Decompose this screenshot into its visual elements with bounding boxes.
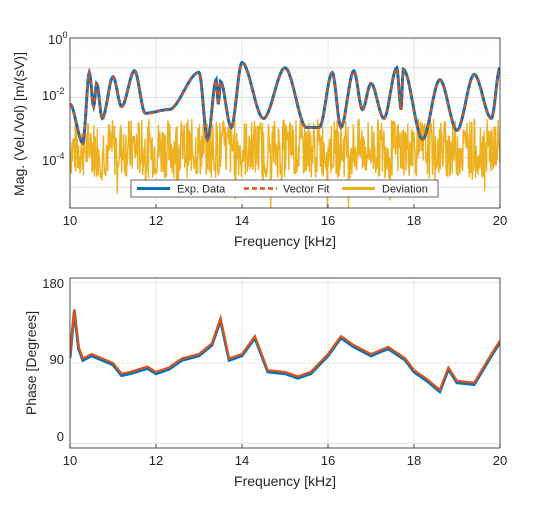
x-tick-label: 14: [235, 453, 249, 468]
x-tick-label: 18: [407, 453, 421, 468]
legend-label-vector-fit: Vector Fit: [283, 184, 329, 196]
legend: Exp. Data Vector Fit Deviation: [130, 179, 439, 198]
magnitude-axes-box: [69, 37, 501, 209]
legend-box: [130, 179, 439, 198]
y-tick-label: 0: [57, 429, 64, 444]
y-tick-label: 90: [50, 352, 64, 367]
phase-axes-box: [69, 277, 501, 449]
y-tick-label: 180: [42, 276, 64, 291]
x-tick-label: 12: [149, 213, 163, 228]
phase-x-axis-label: Frequency [kHz]: [234, 473, 336, 489]
y-tick-label: 100: [48, 30, 67, 47]
legend-label-exp-data: Exp. Data: [177, 184, 226, 196]
x-tick-label: 20: [493, 213, 507, 228]
y-tick-label: 10-4: [42, 151, 64, 168]
series-vector-fit-phase-line: [70, 309, 500, 392]
magnitude-x-axis-label: Frequency [kHz]: [234, 233, 336, 249]
phase-y-ticks: 0 90 180: [42, 276, 64, 444]
x-tick-label: 10: [63, 453, 77, 468]
x-tick-label: 14: [235, 213, 249, 228]
series-vector-fit-line: [70, 61, 500, 145]
magnitude-plot: 10 12 14 16 18 20 100 10-2 10-4 Frequency [kH…: [11, 30, 507, 249]
x-tick-label: 16: [321, 213, 335, 228]
magnitude-x-ticks: 10 12 14 16 18 20: [63, 204, 507, 228]
phase-plot: 10 12 14 16 18 20 0 90 180 Frequency [kHz] Ph…: [23, 276, 507, 489]
phase-y-axis-label: Phase [Degrees]: [23, 311, 39, 415]
phase-series: [70, 309, 500, 395]
x-tick-label: 20: [493, 453, 507, 468]
magnitude-y-axis-label: Mag. (Vel./Vol) [m/(sV)]: [11, 52, 27, 196]
phase-x-ticks: 10 12 14 16 18 20: [63, 444, 507, 468]
x-tick-label: 16: [321, 453, 335, 468]
y-tick-label: 10-2: [42, 86, 64, 103]
x-tick-label: 10: [63, 213, 77, 228]
x-tick-label: 18: [407, 213, 421, 228]
legend-label-deviation: Deviation: [382, 184, 428, 196]
magnitude-series: [70, 60, 500, 208]
x-tick-label: 12: [149, 453, 163, 468]
magnitude-y-ticks: 100 10-2 10-4: [42, 30, 67, 168]
